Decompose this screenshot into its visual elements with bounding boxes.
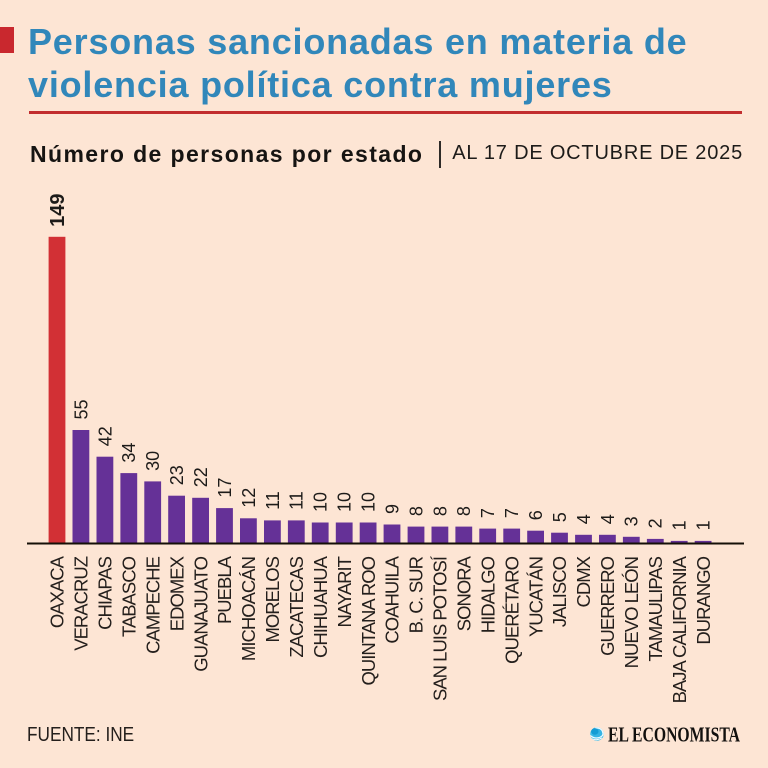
svg-text:6: 6 bbox=[526, 510, 546, 520]
svg-text:11: 11 bbox=[287, 491, 307, 510]
svg-text:42: 42 bbox=[95, 426, 115, 446]
svg-text:OAXACA: OAXACA bbox=[47, 555, 68, 628]
svg-text:1: 1 bbox=[670, 520, 690, 530]
svg-text:4: 4 bbox=[574, 514, 594, 524]
svg-text:10: 10 bbox=[359, 492, 379, 512]
svg-text:22: 22 bbox=[191, 467, 211, 487]
svg-text:ZACATECAS: ZACATECAS bbox=[286, 556, 307, 657]
svg-text:EDOMEX: EDOMEX bbox=[166, 556, 187, 631]
svg-text:1: 1 bbox=[694, 520, 714, 530]
svg-text:30: 30 bbox=[143, 451, 163, 471]
svg-text:7: 7 bbox=[502, 508, 522, 518]
svg-text:CHIHUAHUA: CHIHUAHUA bbox=[310, 555, 331, 658]
svg-text:10: 10 bbox=[335, 492, 355, 512]
svg-text:17: 17 bbox=[215, 478, 235, 498]
svg-text:YUCATÁN: YUCATÁN bbox=[525, 557, 546, 637]
svg-text:NUEVO LEÓN: NUEVO LEÓN bbox=[621, 557, 642, 668]
svg-text:5: 5 bbox=[550, 512, 570, 522]
svg-text:9: 9 bbox=[382, 504, 402, 514]
svg-text:SAN LUIS POTOSÍ: SAN LUIS POTOSÍ bbox=[430, 555, 451, 701]
svg-text:QUERÉTARO: QUERÉTARO bbox=[501, 556, 522, 663]
svg-text:55: 55 bbox=[71, 399, 91, 419]
svg-text:8: 8 bbox=[406, 506, 426, 516]
svg-text:SONORA: SONORA bbox=[454, 555, 475, 631]
svg-text:34: 34 bbox=[119, 443, 139, 463]
svg-text:HIDALGO: HIDALGO bbox=[477, 556, 498, 633]
svg-text:GUERRERO: GUERRERO bbox=[597, 556, 618, 656]
svg-text:CDMX: CDMX bbox=[573, 556, 594, 607]
svg-text:10: 10 bbox=[311, 492, 331, 512]
svg-text:QUINTANA ROO: QUINTANA ROO bbox=[358, 556, 379, 685]
svg-text:MORELOS: MORELOS bbox=[262, 556, 283, 642]
svg-text:8: 8 bbox=[454, 506, 474, 516]
svg-text:2: 2 bbox=[646, 518, 666, 528]
svg-text:TAMAULIPAS: TAMAULIPAS bbox=[645, 556, 666, 661]
svg-text:8: 8 bbox=[430, 506, 450, 516]
svg-text:CAMPECHE: CAMPECHE bbox=[142, 556, 163, 654]
svg-text:BAJA CALIFORNIA: BAJA CALIFORNIA bbox=[669, 555, 690, 703]
svg-text:TABASCO: TABASCO bbox=[119, 556, 140, 637]
svg-text:EL ECONOMISTA: EL ECONOMISTA bbox=[608, 723, 741, 747]
svg-text:MICHOACÁN: MICHOACÁN bbox=[238, 557, 259, 661]
svg-text:DURANGO: DURANGO bbox=[693, 556, 714, 644]
svg-text:VERACRUZ: VERACRUZ bbox=[71, 556, 92, 650]
svg-text:GUANAJUATO: GUANAJUATO bbox=[190, 556, 211, 671]
svg-text:NAYARIT: NAYARIT bbox=[334, 556, 355, 627]
svg-text:3: 3 bbox=[622, 516, 642, 526]
svg-text:COAHUILA: COAHUILA bbox=[382, 555, 403, 643]
svg-text:149: 149 bbox=[47, 193, 69, 226]
svg-text:11: 11 bbox=[263, 491, 283, 510]
svg-text:7: 7 bbox=[478, 508, 498, 518]
svg-text:JALISCO: JALISCO bbox=[549, 556, 570, 627]
svg-text:B. C. SUR: B. C. SUR bbox=[406, 556, 427, 633]
svg-text:4: 4 bbox=[598, 514, 618, 524]
svg-text:CHIAPAS: CHIAPAS bbox=[95, 556, 116, 630]
svg-text:PUEBLA: PUEBLA bbox=[214, 555, 235, 624]
svg-text:12: 12 bbox=[239, 488, 259, 508]
svg-text:23: 23 bbox=[167, 465, 187, 485]
